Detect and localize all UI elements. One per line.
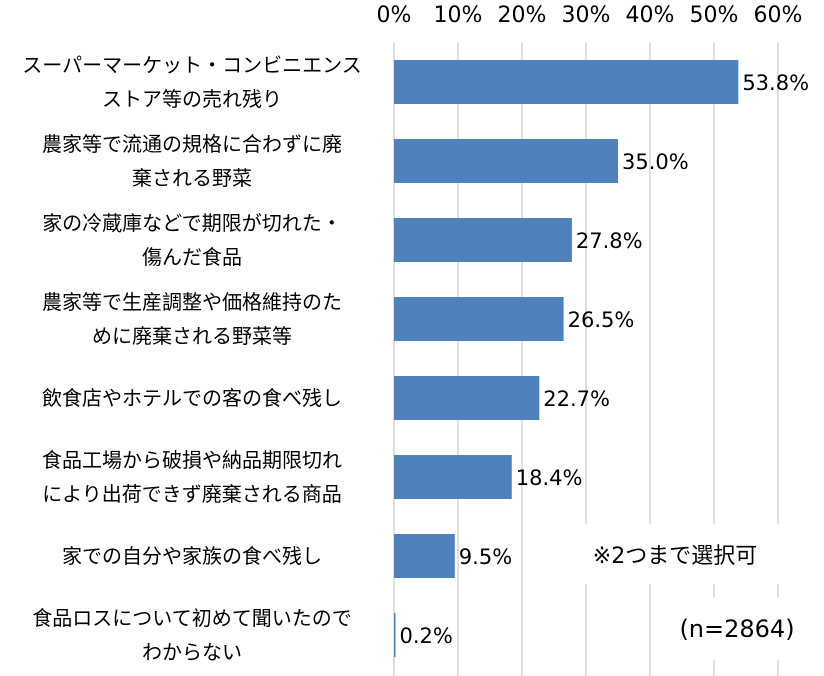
- bar: [394, 455, 512, 499]
- x-axis-ticks: 0% 10% 20% 30% 40% 50% 60%: [377, 3, 803, 28]
- category-label: 農家等で流通の規格に合わずに廃: [42, 132, 342, 156]
- data-label: 18.4%: [516, 466, 583, 490]
- category-label: により出荷できず廃棄される商品: [42, 482, 342, 506]
- bar: [394, 376, 540, 420]
- category-label: 傷んだ食品: [142, 245, 242, 269]
- category-label: スーパーマーケット・コンビニエンス: [22, 53, 361, 77]
- bar: [394, 60, 739, 104]
- data-label: 22.7%: [543, 387, 610, 411]
- data-label: 0.2%: [400, 624, 453, 648]
- category-label: 飲食店やホテルでの客の食べ残し: [42, 386, 342, 410]
- data-label: 53.8%: [742, 71, 809, 95]
- bars: [394, 60, 739, 657]
- bar: [394, 218, 572, 262]
- data-label: 9.5%: [459, 545, 512, 569]
- category-label: 農家等で生産調整や価格維持のた: [42, 290, 342, 314]
- x-tick-label: 30%: [562, 3, 611, 28]
- category-label: 食品工場から破損や納品期限切れ: [42, 448, 342, 472]
- category-label: 家の冷蔵庫などで期限が切れた・: [42, 211, 342, 235]
- selection-note-text: ※2つまで選択可: [592, 544, 758, 569]
- category-labels: スーパーマーケット・コンビニエンスストア等の売れ残り農家等で流通の規格に合わずに…: [22, 53, 361, 664]
- category-label: わからない: [142, 640, 242, 664]
- data-label: 26.5%: [568, 308, 635, 332]
- x-tick-label: 20%: [498, 3, 547, 28]
- bar: [394, 139, 618, 183]
- x-tick-label: 0%: [377, 3, 412, 28]
- category-label: 棄される野菜: [132, 166, 252, 190]
- x-tick-label: 60%: [754, 3, 803, 28]
- data-label: 27.8%: [576, 229, 643, 253]
- x-tick-label: 40%: [626, 3, 675, 28]
- bar: [394, 613, 396, 657]
- bar: [394, 534, 455, 578]
- data-labels: 53.8% 35.0% 27.8% 26.5% 22.7% 18.4% 9.5% 0.2%: [400, 71, 810, 648]
- bar: [394, 297, 564, 341]
- x-tick-label: 50%: [690, 3, 739, 28]
- data-label: 35.0%: [622, 150, 689, 174]
- category-label: めに廃棄される野菜等: [92, 324, 292, 348]
- category-label: 家での自分や家族の食べ残し: [62, 544, 322, 568]
- category-label: 食品ロスについて初めて聞いたので: [32, 606, 351, 630]
- selection-note: ※2つまで選択可: [552, 524, 798, 584]
- sample-size-box: (n=2864): [658, 598, 816, 660]
- x-tick-label: 10%: [434, 3, 483, 28]
- sample-size-text: (n=2864): [679, 615, 795, 643]
- category-label: ストア等の売れ残り: [102, 87, 282, 111]
